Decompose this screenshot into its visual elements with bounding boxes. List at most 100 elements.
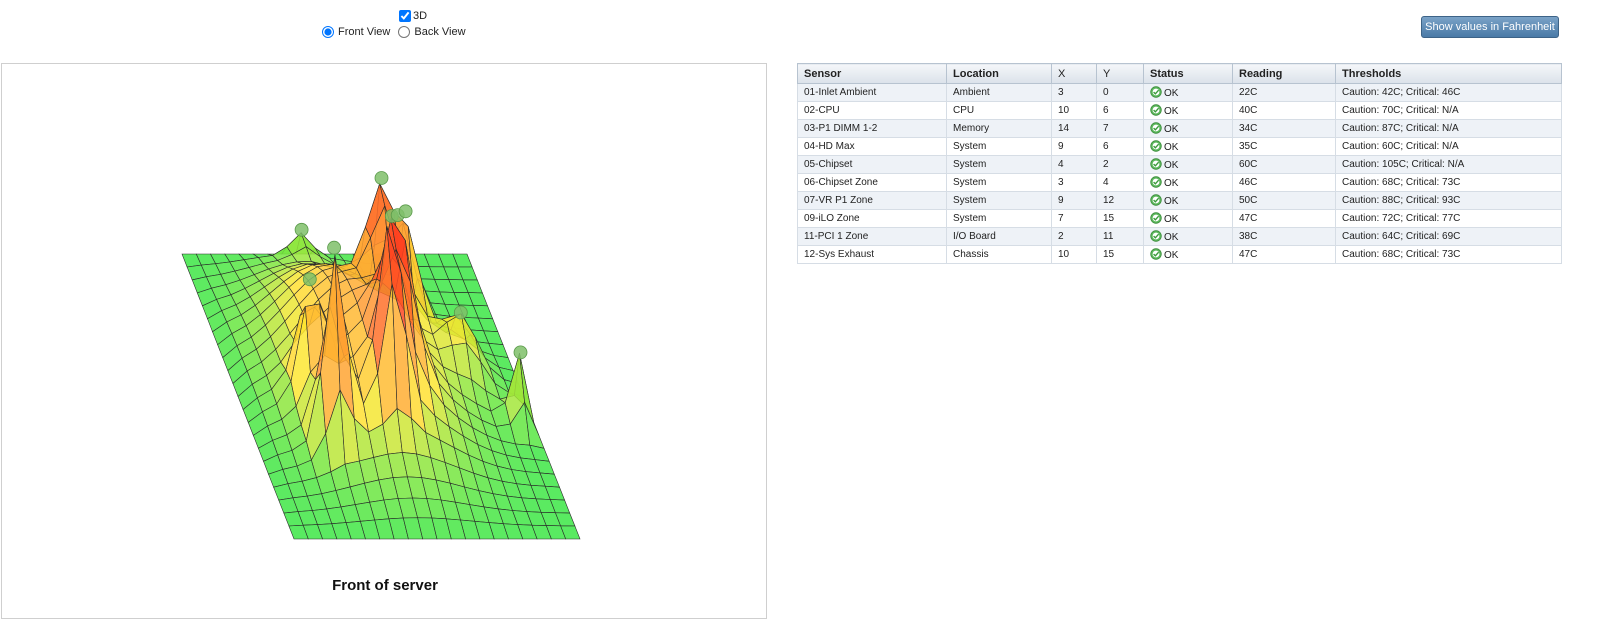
cell-location: I/O Board bbox=[946, 227, 1052, 246]
show-fahrenheit-button[interactable]: Show values in Fahrenheit bbox=[1421, 16, 1559, 38]
column-header-thresholds[interactable]: Thresholds bbox=[1335, 63, 1562, 84]
three-d-row: 3D bbox=[346, 10, 480, 22]
cell-thresholds: Caution: 68C; Critical: 73C bbox=[1335, 245, 1562, 264]
status-text: OK bbox=[1164, 142, 1179, 153]
cell-location: Memory bbox=[946, 119, 1052, 138]
column-header-reading[interactable]: Reading bbox=[1232, 63, 1336, 84]
ok-check-icon bbox=[1150, 122, 1162, 134]
view-controls: 3D Front View Back View bbox=[310, 10, 480, 38]
ok-check-icon bbox=[1150, 176, 1162, 188]
sensor-marker[interactable] bbox=[294, 222, 309, 237]
cell-x: 7 bbox=[1051, 209, 1097, 228]
cell-status: OK bbox=[1143, 209, 1233, 228]
cell-thresholds: Caution: 105C; Critical: N/A bbox=[1335, 155, 1562, 174]
surface-mesh bbox=[181, 182, 581, 540]
sensor-marker[interactable] bbox=[374, 171, 389, 185]
cell-y: 6 bbox=[1096, 137, 1144, 156]
back-view-label[interactable]: Back View bbox=[414, 26, 466, 38]
cell-thresholds: Caution: 60C; Critical: N/A bbox=[1335, 137, 1562, 156]
cell-reading: 40C bbox=[1232, 101, 1336, 120]
cell-status: OK bbox=[1143, 227, 1233, 246]
cell-reading: 60C bbox=[1232, 155, 1336, 174]
cell-thresholds: Caution: 72C; Critical: 77C bbox=[1335, 209, 1562, 228]
cell-x: 3 bbox=[1051, 173, 1097, 192]
cell-sensor: 04-HD Max bbox=[797, 137, 947, 156]
ok-check-icon bbox=[1150, 194, 1162, 206]
cell-y: 0 bbox=[1096, 83, 1144, 102]
cell-thresholds: Caution: 42C; Critical: 46C bbox=[1335, 83, 1562, 102]
cell-x: 4 bbox=[1051, 155, 1097, 174]
cell-thresholds: Caution: 88C; Critical: 93C bbox=[1335, 191, 1562, 210]
cell-location: System bbox=[946, 173, 1052, 192]
ok-check-icon bbox=[1150, 248, 1162, 260]
cell-sensor: 05-Chipset bbox=[797, 155, 947, 174]
cell-status: OK bbox=[1143, 137, 1233, 156]
cell-reading: 22C bbox=[1232, 83, 1336, 102]
ok-check-icon bbox=[1150, 86, 1162, 98]
cell-status: OK bbox=[1143, 173, 1233, 192]
sensor-marker[interactable] bbox=[302, 272, 317, 287]
cell-reading: 46C bbox=[1232, 173, 1336, 192]
sensor-marker[interactable] bbox=[513, 345, 528, 360]
column-header-sensor[interactable]: Sensor bbox=[797, 63, 947, 84]
cell-sensor: 09-iLO Zone bbox=[797, 209, 947, 228]
cell-reading: 47C bbox=[1232, 245, 1336, 264]
cell-location: Ambient bbox=[946, 83, 1052, 102]
table-row: 12-Sys Exhaust Chassis 10 15 OK 47C Caution: 6… bbox=[797, 245, 1562, 264]
column-header-location[interactable]: Location bbox=[946, 63, 1052, 84]
status-text: OK bbox=[1164, 178, 1179, 189]
sensor-marker[interactable] bbox=[327, 240, 342, 255]
cell-sensor: 12-Sys Exhaust bbox=[797, 245, 947, 264]
cell-reading: 35C bbox=[1232, 137, 1336, 156]
status-text: OK bbox=[1164, 214, 1179, 225]
cell-location: System bbox=[946, 191, 1052, 210]
sensor-marker[interactable] bbox=[453, 305, 468, 320]
cell-status: OK bbox=[1143, 191, 1233, 210]
status-text: OK bbox=[1164, 124, 1179, 135]
cell-reading: 34C bbox=[1232, 119, 1336, 138]
cell-y: 4 bbox=[1096, 173, 1144, 192]
column-header-x[interactable]: X bbox=[1051, 63, 1097, 84]
status-text: OK bbox=[1164, 250, 1179, 261]
column-header-status[interactable]: Status bbox=[1143, 63, 1233, 84]
front-view-label[interactable]: Front View bbox=[338, 26, 391, 38]
cell-x: 9 bbox=[1051, 191, 1097, 210]
cell-status: OK bbox=[1143, 83, 1233, 102]
cell-thresholds: Caution: 68C; Critical: 73C bbox=[1335, 173, 1562, 192]
cell-thresholds: Caution: 70C; Critical: N/A bbox=[1335, 101, 1562, 120]
visualization-caption: Front of server bbox=[332, 577, 438, 594]
cell-location: System bbox=[946, 155, 1052, 174]
ok-check-icon bbox=[1150, 230, 1162, 242]
cell-x: 10 bbox=[1051, 101, 1097, 120]
surface-cell bbox=[560, 525, 581, 540]
status-text: OK bbox=[1164, 160, 1179, 171]
temperature-3d-visualization: Front of server bbox=[1, 63, 767, 619]
table-row: 11-PCI 1 Zone I/O Board 2 11 OK 38C Caution: 6… bbox=[797, 227, 1562, 246]
cell-status: OK bbox=[1143, 119, 1233, 138]
three-d-label: 3D bbox=[412, 10, 428, 22]
back-view-radio[interactable] bbox=[398, 26, 411, 38]
front-view-radio[interactable] bbox=[322, 26, 334, 38]
column-header-y[interactable]: Y bbox=[1096, 63, 1144, 84]
cell-location: System bbox=[946, 137, 1052, 156]
cell-y: 2 bbox=[1096, 155, 1144, 174]
cell-y: 15 bbox=[1096, 245, 1144, 264]
cell-y: 6 bbox=[1096, 101, 1144, 120]
cell-location: System bbox=[946, 209, 1052, 228]
cell-y: 12 bbox=[1096, 191, 1144, 210]
cell-x: 3 bbox=[1051, 83, 1097, 102]
status-text: OK bbox=[1164, 106, 1179, 117]
table-header-row: Sensor Location X Y Status Reading Thres… bbox=[797, 63, 1562, 84]
ok-check-icon bbox=[1150, 104, 1162, 116]
ok-check-icon bbox=[1150, 140, 1162, 152]
three-d-checkbox[interactable] bbox=[398, 10, 411, 22]
table-row: 07-VR P1 Zone System 9 12 OK 50C Caution: 88C;… bbox=[797, 191, 1562, 210]
cell-sensor: 07-VR P1 Zone bbox=[797, 191, 947, 210]
table-row: 09-iLO Zone System 7 15 OK 47C Caution: 72C; C… bbox=[797, 209, 1562, 228]
cell-thresholds: Caution: 87C; Critical: N/A bbox=[1335, 119, 1562, 138]
sensor-marker[interactable] bbox=[398, 204, 413, 219]
cell-location: CPU bbox=[946, 101, 1052, 120]
cell-y: 15 bbox=[1096, 209, 1144, 228]
cell-y: 7 bbox=[1096, 119, 1144, 138]
cell-x: 9 bbox=[1051, 137, 1097, 156]
